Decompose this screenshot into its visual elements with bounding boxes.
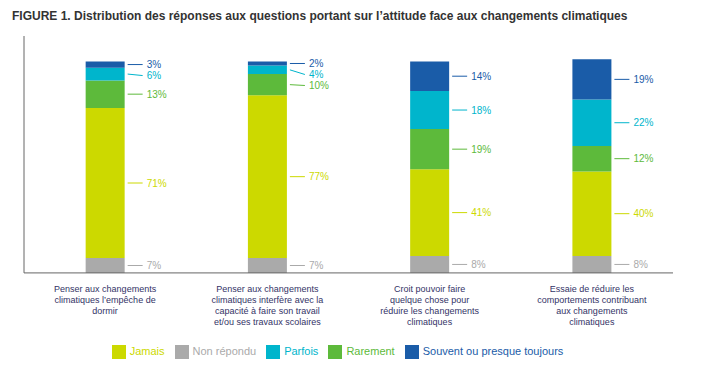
html-text:Parfois: Parfois xyxy=(284,344,319,357)
svg-text:Essaie de réduire lescomportem: Essaie de réduire lescomportements contr… xyxy=(537,284,647,326)
svg-text:4%: 4% xyxy=(309,69,324,80)
svg-text:19%: 19% xyxy=(633,74,653,85)
svg-text:22%: 22% xyxy=(633,117,653,128)
html-text:Souvent ou presque toujours: Souvent ou presque toujours xyxy=(422,344,564,357)
svg-text:40%: 40% xyxy=(633,208,653,219)
svg-text:Croit pouvoir fairequelque cho: Croit pouvoir fairequelque chose pourréd… xyxy=(380,284,479,326)
svg-text:7%: 7% xyxy=(309,260,324,271)
svg-text:6%: 6% xyxy=(147,70,162,81)
svg-text:77%: 77% xyxy=(309,171,329,182)
svg-text:7%: 7% xyxy=(147,260,162,271)
svg-text:71%: 71% xyxy=(147,178,167,189)
svg-text:19%: 19% xyxy=(471,144,491,155)
svg-text:8%: 8% xyxy=(471,259,486,270)
html-text:Non répondu: Non répondu xyxy=(192,344,257,357)
svg-text:18%: 18% xyxy=(471,105,491,116)
svg-text:14%: 14% xyxy=(471,71,491,82)
svg-text:8%: 8% xyxy=(633,259,648,270)
svg-text:13%: 13% xyxy=(147,89,167,100)
svg-text:12%: 12% xyxy=(633,153,653,164)
svg-text:10%: 10% xyxy=(309,80,329,91)
svg-text:41%: 41% xyxy=(471,207,491,218)
html-text:Jamais: Jamais xyxy=(129,344,165,357)
svg-text:Penser aux changementsclimatiq: Penser aux changementsclimatiques l’empê… xyxy=(54,284,157,316)
svg-text:2%: 2% xyxy=(309,58,324,69)
svg-text:3%: 3% xyxy=(147,59,162,70)
html-text:Rarement: Rarement xyxy=(346,344,395,357)
svg-text:Penser aux changementsclimatiq: Penser aux changementsclimatiques interf… xyxy=(212,284,324,326)
html-text:FIGURE 1. Distribution des rép: FIGURE 1. Distribution des réponses aux … xyxy=(12,9,628,23)
